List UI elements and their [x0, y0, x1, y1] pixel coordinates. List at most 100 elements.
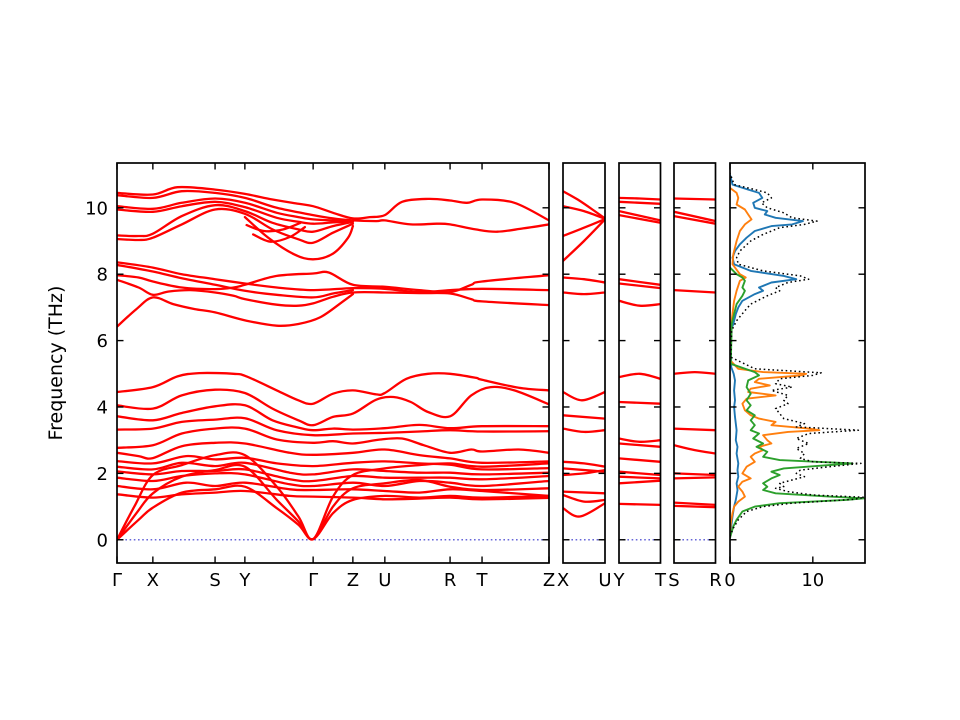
- projected-dos-3-curve: [730, 266, 865, 539]
- phonon-band: [563, 468, 605, 477]
- axes-spines-and-ticks: [116, 162, 866, 564]
- phonon-band: [563, 218, 605, 263]
- phonon-band: [117, 189, 549, 233]
- x-tick-label: U: [378, 570, 391, 591]
- phonon-band: [117, 467, 549, 483]
- phonon-band: [117, 261, 549, 294]
- phonon-band: [563, 427, 605, 434]
- phonon-band: [117, 385, 549, 427]
- phonon-band: [563, 276, 605, 284]
- phonon-band: [674, 476, 716, 480]
- phonon-band: [563, 291, 605, 296]
- x-tick-label: Z: [543, 570, 555, 591]
- total-dos-curve: [730, 172, 865, 537]
- phonon-band: [674, 501, 716, 507]
- phonon-band: [117, 416, 549, 437]
- phonon-band: [117, 185, 549, 222]
- phonon-band: [117, 484, 549, 541]
- phonon-band: [619, 278, 661, 286]
- dos-curves: [730, 172, 865, 539]
- phonon-band: [619, 372, 661, 380]
- phonon-band: [674, 504, 716, 509]
- phonon-band: [563, 493, 605, 503]
- x-tick-label: T: [476, 570, 489, 591]
- phonon-band: [674, 214, 716, 225]
- phonon-band: [117, 454, 549, 471]
- panel-dos-frame: [729, 162, 866, 564]
- x-tick-label: Γ: [112, 570, 122, 591]
- phonon-band: [619, 200, 661, 205]
- phonon-band: [117, 203, 355, 238]
- phonon-band: [117, 371, 549, 406]
- projected-dos-1-curve: [730, 174, 804, 537]
- phonon-band: [117, 270, 549, 294]
- phonon-band: [674, 370, 716, 375]
- phonon-band: [619, 457, 661, 463]
- x-tick-label: R: [709, 570, 722, 591]
- phonon-band: [674, 288, 716, 294]
- phonon-band: [619, 475, 661, 480]
- phonon-band: [117, 481, 549, 498]
- phonon-band: [117, 441, 549, 465]
- x-tick-label: S: [668, 570, 679, 591]
- phonon-band: [117, 489, 549, 501]
- x-tick-label: Y: [613, 570, 626, 591]
- panel-xu-frame: [562, 162, 606, 564]
- phonon-band: [245, 221, 302, 233]
- phonon-band: [117, 463, 549, 541]
- x-tick-label: 10: [801, 570, 824, 591]
- panel-yt-frame: [618, 162, 662, 564]
- phonon-band: [619, 437, 661, 443]
- phonon-band: [674, 444, 716, 455]
- phonon-band: [619, 479, 661, 485]
- panel-main-frame: [116, 162, 550, 564]
- phonon-band: [563, 390, 605, 402]
- phonon-band: [674, 427, 716, 432]
- y-tick-label: 10: [85, 198, 108, 219]
- phonon-band: [251, 225, 307, 243]
- phonon-band: [563, 490, 605, 495]
- phonon-band: [619, 196, 661, 201]
- panel-main-bands: [117, 185, 549, 541]
- panel-yt-bands: [619, 196, 661, 541]
- x-tick-label: S: [209, 570, 220, 591]
- phonon-band: [117, 200, 355, 225]
- phonon-band: [619, 213, 661, 224]
- x-tick-label: 0: [724, 570, 735, 591]
- x-tick-label: T: [654, 570, 667, 591]
- phonon-band: [619, 400, 661, 405]
- phonon-band: [563, 502, 605, 518]
- panel-sr-bands: [674, 197, 716, 541]
- panel-xu-bands: [563, 190, 605, 541]
- y-tick-label: 6: [97, 331, 108, 352]
- phonon-band: [563, 190, 605, 220]
- y-tick-label: 8: [97, 265, 108, 286]
- y-tick-label: 2: [97, 464, 108, 485]
- phonon-band: [117, 426, 549, 455]
- phonon-band: [619, 299, 661, 307]
- x-tick-label: U: [598, 570, 611, 591]
- x-tick-label: Y: [238, 570, 251, 591]
- phonon-band: [117, 403, 549, 432]
- phonon-band: [117, 207, 355, 245]
- phonon-band: [619, 442, 661, 448]
- y-tick-label: 4: [97, 397, 108, 418]
- phonon-band: [117, 292, 355, 328]
- phonon-band: [619, 470, 661, 477]
- phonon-band: [619, 209, 661, 222]
- phonon-band: [563, 217, 605, 238]
- panel-sr-frame: [673, 162, 717, 564]
- phonon-band: [674, 197, 716, 201]
- phonon-band: [674, 472, 716, 477]
- phonon-band: [619, 502, 661, 507]
- phonon-band: [674, 210, 716, 223]
- phonon-band: [563, 460, 605, 468]
- phonon-band: [117, 263, 355, 299]
- projected-dos-2-curve: [730, 187, 821, 534]
- phonon-band: [243, 215, 355, 261]
- y-tick-label: 0: [97, 530, 108, 551]
